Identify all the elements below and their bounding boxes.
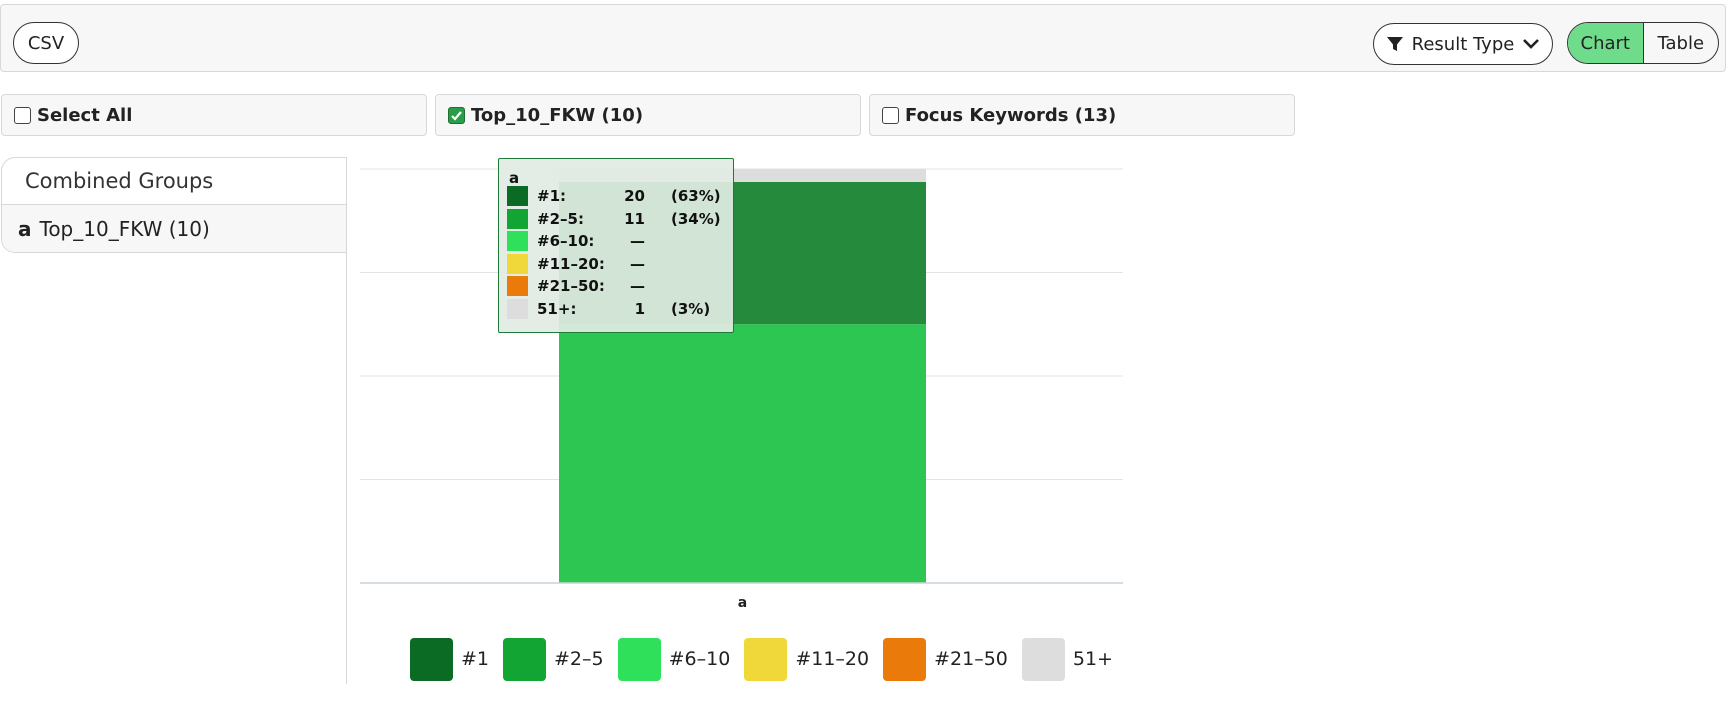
filter-icon — [1386, 37, 1403, 51]
toolbar: CSV Result Type Chart Table — [0, 4, 1726, 72]
groups-sidebar: Combined Groups a Top_10_FKW (10) — [1, 157, 347, 253]
tooltip-value: 11 — [624, 209, 645, 228]
sidebar-item-label: Top_10_FKW (10) — [39, 217, 210, 241]
group-letter: a — [18, 217, 32, 241]
tooltip-label: #11–20: — [537, 254, 605, 273]
legend-label: #2–5 — [554, 648, 604, 670]
tooltip-row: 51+: 1 (3%) — [507, 298, 729, 320]
tooltip-swatch — [507, 298, 528, 319]
chevron-down-icon — [1523, 39, 1540, 49]
tooltip-value: — — [630, 232, 645, 250]
tooltip-row: #6–10: — — [507, 230, 729, 252]
result-type-dropdown[interactable]: Result Type — [1373, 23, 1553, 65]
tooltip-swatch — [507, 253, 528, 274]
legend-swatch — [617, 637, 661, 681]
tooltip-label: #1: — [537, 187, 567, 205]
select-all-checkbox[interactable] — [14, 106, 31, 124]
tooltip-value: — — [630, 277, 645, 295]
top10-label: Top_10_FKW (10) — [471, 104, 644, 126]
tooltip-label: #6–10: — [537, 232, 595, 250]
tooltip-label: #21–50: — [537, 277, 605, 295]
tooltip-row: #2–5: 11 (34%) — [507, 208, 729, 230]
legend-item[interactable]: #21–50 — [883, 637, 1008, 681]
legend-item[interactable]: #2–5 — [503, 637, 604, 681]
tooltip-percent: (63%) — [671, 187, 721, 205]
legend-label: #11–20 — [795, 648, 870, 670]
legend-swatch — [1021, 637, 1065, 681]
select-all-filter[interactable]: Select All — [1, 94, 427, 136]
legend-label: #21–50 — [934, 648, 1008, 670]
chart-tooltip: a #1: 20 (63%) #2–5: 11 (34%) #6–10: — #11–20: — #… — [498, 158, 734, 333]
tooltip-swatch — [507, 208, 528, 229]
tooltip-value: 20 — [624, 187, 645, 205]
legend-label: #1 — [461, 648, 490, 670]
view-toggle: Chart Table — [1567, 22, 1719, 64]
x-tick-label: a — [738, 595, 747, 611]
combined-groups-header: Combined Groups — [2, 158, 347, 205]
legend-item[interactable]: #6–10 — [617, 637, 731, 681]
legend-label: 51+ — [1072, 648, 1113, 670]
legend-swatch — [744, 637, 788, 681]
select-all-label: Select All — [37, 104, 133, 126]
csv-button[interactable]: CSV — [13, 22, 79, 64]
tooltip-title: a — [509, 169, 520, 187]
chart-legend: #1 #2–5 #6–10 #11–20 #21–50 51+ — [410, 637, 1127, 681]
tooltip-swatch — [507, 186, 528, 206]
group-filter-focus-keywords[interactable]: Focus Keywords (13) — [869, 94, 1295, 136]
bar-segment-1[interactable] — [559, 324, 926, 583]
tooltip-row: #21–50: — — [507, 275, 729, 297]
legend-item[interactable]: #11–20 — [744, 637, 870, 681]
csv-button-label: CSV — [27, 32, 65, 54]
top10-checkbox[interactable] — [448, 106, 465, 124]
legend-item[interactable]: 51+ — [1021, 637, 1113, 681]
legend-swatch — [883, 637, 927, 681]
legend-swatch — [410, 637, 453, 681]
table-view-label: Table — [1657, 32, 1705, 54]
sidebar-divider — [346, 157, 347, 684]
tooltip-row: #1: 20 (63%) — [507, 185, 729, 207]
tooltip-percent: (3%) — [671, 299, 711, 318]
stacked-bar-chart: a — [360, 168, 1123, 611]
legend-label: #6–10 — [668, 648, 731, 670]
legend-item[interactable]: #1 — [410, 637, 490, 681]
chart-view-label: Chart — [1580, 32, 1630, 54]
table-view-button[interactable]: Table — [1644, 23, 1719, 63]
legend-swatch — [503, 637, 547, 681]
tooltip-value: 1 — [634, 299, 645, 318]
focus-keywords-label: Focus Keywords (13) — [905, 104, 1117, 126]
result-type-label: Result Type — [1411, 33, 1515, 55]
tooltip-label: #2–5: — [537, 209, 584, 228]
tooltip-label: 51+: — [537, 299, 577, 318]
tooltip-value: — — [630, 254, 645, 273]
group-filter-top10[interactable]: Top_10_FKW (10) — [435, 94, 861, 136]
sidebar-item-top10[interactable]: a Top_10_FKW (10) — [2, 205, 347, 252]
tooltip-swatch — [507, 231, 528, 251]
tooltip-percent: (34%) — [671, 209, 721, 228]
tooltip-row: #11–20: — — [507, 253, 729, 275]
tooltip-swatch — [507, 276, 528, 296]
chart-view-button[interactable]: Chart — [1568, 23, 1644, 63]
focus-keywords-checkbox[interactable] — [882, 106, 899, 124]
checkmark-icon — [451, 110, 462, 121]
